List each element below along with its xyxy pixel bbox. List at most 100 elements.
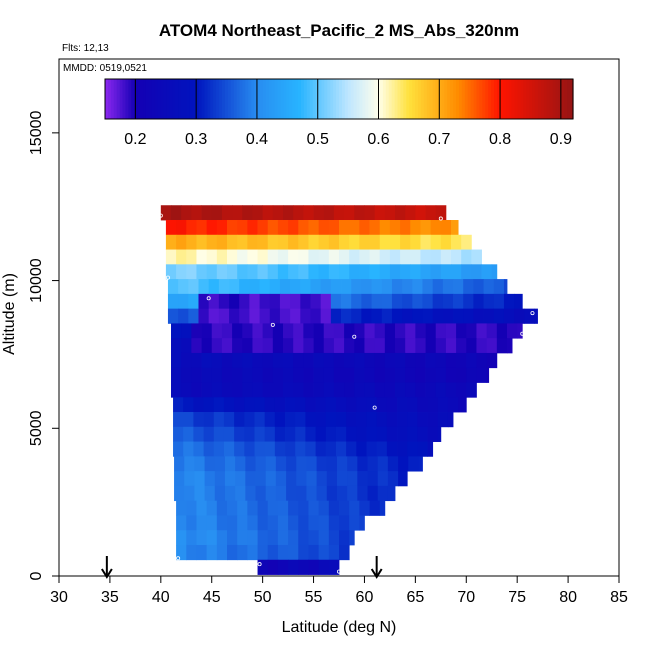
heatmap-cell (221, 382, 233, 398)
heatmap-cell (395, 352, 406, 369)
heatmap-cell (173, 441, 184, 457)
heatmap-cell (310, 308, 322, 324)
heatmap-cell (507, 323, 518, 339)
heatmap-cell (461, 234, 472, 250)
heatmap-cell (336, 456, 348, 472)
heatmap-cell (176, 530, 187, 546)
heatmap-cell (186, 220, 197, 236)
colorbar-segment (385, 79, 390, 119)
heatmap-cell (391, 293, 403, 310)
heatmap-cell (386, 441, 398, 457)
colorbar-segment (163, 79, 168, 119)
heatmap-cell (344, 352, 355, 369)
heatmap-cell (234, 441, 245, 457)
heatmap-cell (208, 308, 220, 324)
colorbar-segment (412, 79, 416, 119)
heatmap-cell (371, 279, 383, 295)
heatmap-cell (420, 220, 432, 236)
heatmap-cell (174, 471, 185, 487)
heatmap-cell (262, 338, 274, 354)
heatmap-cell (218, 308, 230, 324)
heatmap-cell (420, 234, 432, 250)
heatmap-cell (430, 220, 442, 236)
heatmap-cell (234, 426, 245, 442)
heatmap-cell (514, 308, 525, 324)
heatmap-cell (395, 323, 406, 339)
colorbar-segment (567, 79, 571, 119)
heatmap-cell (486, 323, 498, 339)
heatmap-cell (252, 352, 264, 369)
heatmap-cell (257, 249, 269, 265)
colorbar-segment (423, 79, 428, 119)
colorbar-segment (540, 79, 545, 119)
heatmap-cell (351, 293, 362, 310)
heatmap-cell (486, 367, 490, 383)
heatmap-cell (364, 205, 376, 221)
x-tick-label: 55 (305, 589, 323, 606)
heatmap-cell (191, 352, 202, 369)
heatmap-cell (245, 485, 256, 502)
heatmap-cell (173, 397, 184, 413)
heatmap-cell (415, 338, 426, 354)
heatmap-cell (308, 220, 320, 236)
heatmap-cell (463, 308, 474, 324)
colorbar-segment (453, 79, 457, 119)
x-tick-label: 60 (356, 589, 374, 606)
heatmap-cell (265, 471, 277, 487)
heatmap-cells (160, 205, 538, 575)
heatmap-cell (201, 367, 213, 383)
heatmap-cell (354, 323, 365, 339)
heatmap-cell (173, 426, 184, 442)
heatmap-cell (221, 205, 233, 221)
heatmap-cell (371, 293, 383, 310)
heatmap-cell (303, 205, 314, 221)
heatmap-cell (244, 412, 255, 428)
colorbar-segment (222, 79, 226, 119)
heatmap-cell (176, 234, 187, 250)
colorbar-segment (183, 79, 188, 119)
heatmap-cell (279, 308, 291, 324)
heatmap-cell (293, 205, 304, 221)
colorbar-segment (444, 79, 448, 119)
heatmap-cell (458, 397, 467, 413)
heatmap-cell (272, 382, 284, 398)
heatmap-cell (346, 397, 357, 413)
heatmap-cell (247, 500, 258, 516)
heatmap-cell (328, 234, 340, 250)
heatmap-cell (357, 485, 368, 502)
colorbar-segment (224, 79, 229, 119)
heatmap-cell (216, 264, 228, 280)
heatmap-cell (412, 308, 423, 324)
heatmap-cell (328, 220, 340, 236)
heatmap-cell (239, 293, 250, 310)
heatmap-cell (295, 426, 306, 442)
heatmap-cell (206, 264, 218, 280)
heatmap-cell (265, 485, 277, 502)
heatmap-cell (267, 544, 279, 561)
heatmap-cell (216, 515, 228, 531)
heatmap-cell (415, 205, 426, 221)
heatmap-cell (336, 471, 348, 487)
colorbar-segment (113, 79, 118, 119)
heatmap-cell (277, 544, 289, 561)
heatmap-cell (418, 456, 423, 472)
heatmap-cell (193, 412, 204, 428)
colorbar-segment (303, 79, 308, 119)
colorbar-segment (169, 79, 173, 119)
heatmap-cell (275, 485, 287, 502)
heatmap-cell (181, 323, 192, 339)
colorbar-segment (198, 79, 203, 119)
heatmap-cell (183, 397, 194, 413)
heatmap-cell (296, 456, 307, 472)
heatmap-cell (333, 352, 345, 369)
heatmap-cell (201, 352, 213, 369)
heatmap-cell (486, 352, 498, 369)
heatmap-cell (354, 205, 365, 221)
colorbar-segment (526, 79, 530, 119)
heatmap-cell (481, 264, 493, 280)
heatmap-cell (245, 471, 256, 487)
heatmap-cell (430, 249, 442, 265)
heatmap-cell (242, 338, 253, 354)
heatmap-cell (267, 559, 279, 575)
heatmap-cell (316, 471, 328, 487)
